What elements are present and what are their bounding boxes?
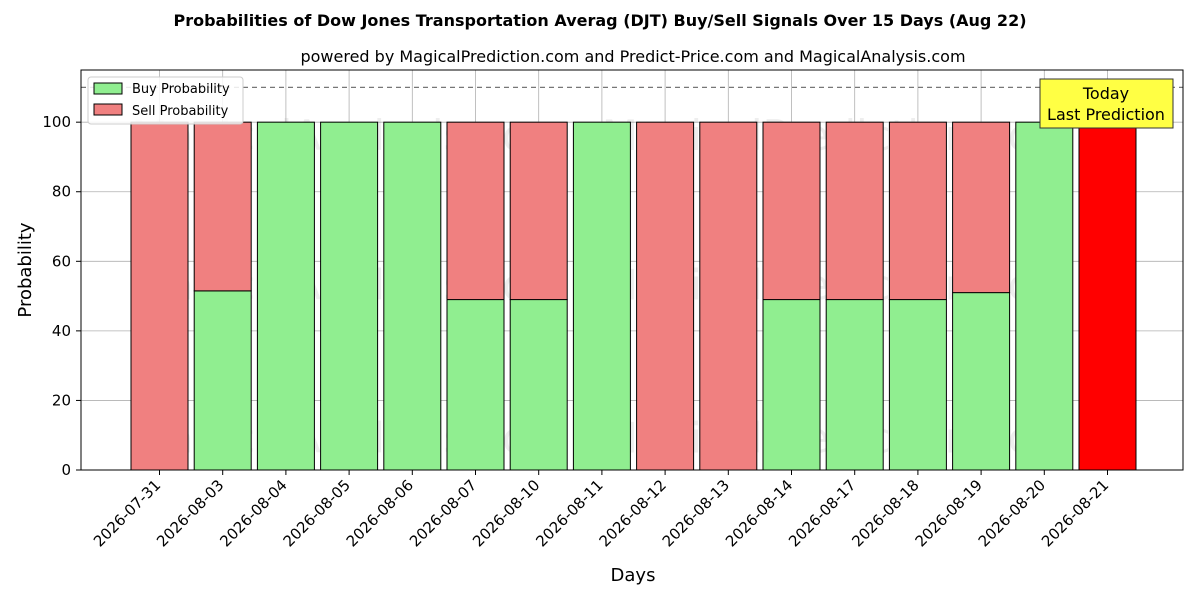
x-tick-label: 2026-08-10 [469, 476, 543, 550]
today-annotation: Today Last Prediction [1039, 78, 1174, 129]
bar-buy [383, 121, 442, 471]
bar-buy [509, 299, 568, 471]
legend-label-sell: Sell Probability [132, 104, 229, 119]
legend-box [87, 76, 244, 125]
x-tick-label: 2026-08-06 [343, 476, 417, 550]
bar-sell [762, 121, 821, 301]
bar-sell [130, 121, 189, 471]
y-tick-label: 80 [52, 183, 71, 201]
x-tick-label: 2026-08-21 [1038, 476, 1112, 550]
x-tick-label: 2026-08-17 [785, 476, 859, 550]
chart-title: Probabilities of Dow Jones Transportatio… [173, 11, 1026, 30]
x-tick-label: 2026-08-04 [216, 476, 290, 550]
y-tick-label: 20 [52, 391, 71, 409]
x-tick-label: 2026-08-12 [596, 476, 670, 550]
x-tick-label: 2026-07-31 [90, 476, 164, 550]
x-axis-label: Days [611, 565, 656, 586]
bar-sell [509, 121, 568, 301]
bar-buy [1015, 121, 1074, 471]
chart-subtitle: powered by MagicalPrediction.com and Pre… [300, 47, 965, 66]
y-axis-label: Probability [15, 222, 36, 317]
plot-frame [80, 69, 1184, 471]
x-tick-label: 2026-08-20 [975, 476, 1049, 550]
bar-buy [320, 121, 379, 471]
x-tick-label: 2026-08-11 [532, 476, 606, 550]
x-tick-label: 2026-08-03 [153, 476, 227, 550]
legend-label-buy: Buy Probability [132, 82, 230, 97]
y-tick-label: 40 [52, 322, 71, 340]
x-tick-label: 2026-08-07 [406, 476, 480, 550]
x-tick-label: 2026-08-18 [848, 476, 922, 550]
bar-buy [825, 299, 884, 471]
bars [130, 121, 1137, 471]
bar-sell [952, 121, 1011, 294]
bar-buy [888, 299, 947, 471]
legend: Buy Probability Sell Probability [87, 76, 244, 125]
legend-swatch-sell [93, 103, 123, 116]
today-annotation-box [1039, 78, 1174, 129]
y-tick-label: 0 [61, 461, 71, 479]
x-tick-label: 2026-08-19 [912, 476, 986, 550]
x-tick-label: 2026-08-13 [659, 476, 733, 550]
x-axis-ticks: 2026-07-312026-08-032026-08-042026-08-05… [90, 470, 1112, 550]
x-tick-label: 2026-08-05 [280, 476, 354, 550]
bar-sell [825, 121, 884, 301]
bar-sell [193, 121, 252, 292]
bar-sell [699, 121, 758, 471]
bar-buy [193, 290, 252, 471]
bar-buy [762, 299, 821, 471]
bar-buy [572, 121, 631, 471]
y-tick-label: 60 [52, 252, 71, 270]
bar-sell [636, 121, 695, 471]
y-axis-ticks: 0 20 40 60 80 100 [42, 113, 81, 479]
bar-sell [446, 121, 505, 301]
x-tick-label: 2026-08-14 [722, 476, 796, 550]
bar-buy [952, 292, 1011, 471]
today-annotation-line2: Last Prediction [1047, 105, 1165, 124]
bar-buy [446, 299, 505, 471]
legend-swatch-buy [93, 82, 123, 95]
bar-sell [888, 121, 947, 301]
bar-sell-highlight [1078, 121, 1137, 471]
today-annotation-line1: Today [1082, 84, 1129, 103]
y-tick-label: 100 [42, 113, 71, 131]
bar-buy [256, 121, 315, 471]
